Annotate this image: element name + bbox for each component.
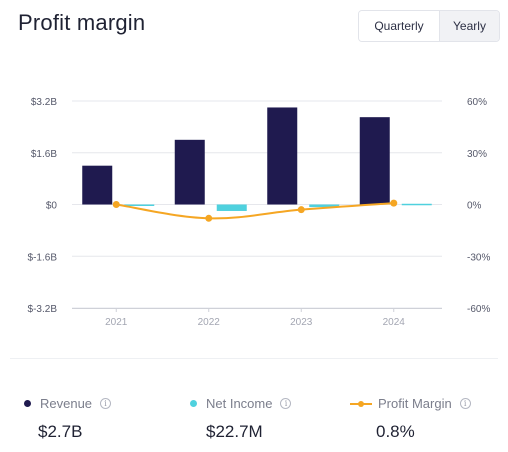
legend-revenue-label: Revenue (40, 396, 93, 411)
profit-margin-chart: $3.2B $1.6B $0 $-1.6B $-3.2B 60% 30% 0% -30% -60… (28, 97, 491, 328)
divider (10, 358, 498, 359)
revenue-value: $2.7B (38, 422, 83, 441)
profit-margin-line (116, 202, 394, 220)
revenue-bar (82, 165, 113, 205)
profit-margin-line-group (112, 199, 398, 222)
right-axis-tick: 60% (467, 97, 487, 108)
revenue-bar (359, 117, 390, 205)
x-axis-tick-label: 2023 (290, 317, 313, 328)
left-axis-tick: $1.6B (31, 149, 57, 160)
page-title: Profit margin (18, 10, 146, 35)
quarterly-button[interactable]: Quarterly (359, 11, 439, 41)
right-axis-tick: -30% (467, 252, 490, 263)
x-axis-tick-label: 2021 (105, 317, 128, 328)
chart-bars (82, 107, 432, 211)
revenue-bar (267, 107, 298, 205)
revenue-dot-icon (24, 400, 31, 407)
left-axis-tick: $3.2B (31, 97, 57, 108)
profit-margin-point (112, 201, 120, 208)
right-axis-tick: 0% (467, 201, 482, 212)
left-axis-tick: $-3.2B (28, 304, 58, 315)
net-income-bar (401, 203, 432, 206)
legend-revenue: Revenue i (24, 396, 112, 411)
right-axis-tick: -60% (467, 304, 490, 315)
x-axis-tick-label: 2022 (198, 317, 221, 328)
left-axis-ticks: $3.2B $1.6B $0 $-1.6B $-3.2B (28, 97, 58, 315)
profit-margin-point (297, 206, 305, 214)
net-income-bar (309, 204, 340, 208)
net-income-bar (216, 204, 247, 211)
x-axis-tick-label: 2024 (383, 317, 406, 328)
right-axis-tick: 30% (467, 149, 487, 160)
legend-net-income-label: Net Income (206, 396, 273, 411)
net-income-dot-icon (190, 400, 197, 407)
profit-margin-point (390, 199, 398, 207)
yearly-button[interactable]: Yearly (439, 11, 499, 41)
profit-margin-point (205, 214, 213, 222)
net-income-bar (124, 204, 155, 206)
info-icon[interactable]: i (459, 398, 471, 409)
legend-profit-margin: Profit Margin i (350, 396, 471, 411)
legend-net-income: Net Income i (190, 396, 292, 411)
x-axis-ticks: 2021 2022 2023 2024 (105, 308, 405, 328)
right-axis-ticks: 60% 30% 0% -30% -60% (467, 97, 490, 315)
revenue-bar (174, 139, 205, 205)
period-toggle: Quarterly Yearly (358, 10, 500, 42)
profit-margin-value: 0.8% (376, 422, 415, 441)
legend-profit-margin-label: Profit Margin (378, 396, 452, 411)
left-axis-tick: $-1.6B (28, 252, 58, 263)
profit-margin-line-icon (350, 399, 372, 409)
info-icon[interactable]: i (280, 398, 292, 409)
left-axis-tick: $0 (46, 201, 58, 212)
info-icon[interactable]: i (100, 398, 112, 409)
net-income-value: $22.7M (206, 422, 263, 441)
